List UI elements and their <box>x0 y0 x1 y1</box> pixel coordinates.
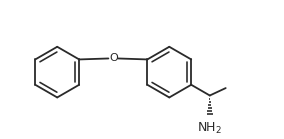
Text: NH$_2$: NH$_2$ <box>197 121 222 136</box>
Text: O: O <box>109 54 118 64</box>
